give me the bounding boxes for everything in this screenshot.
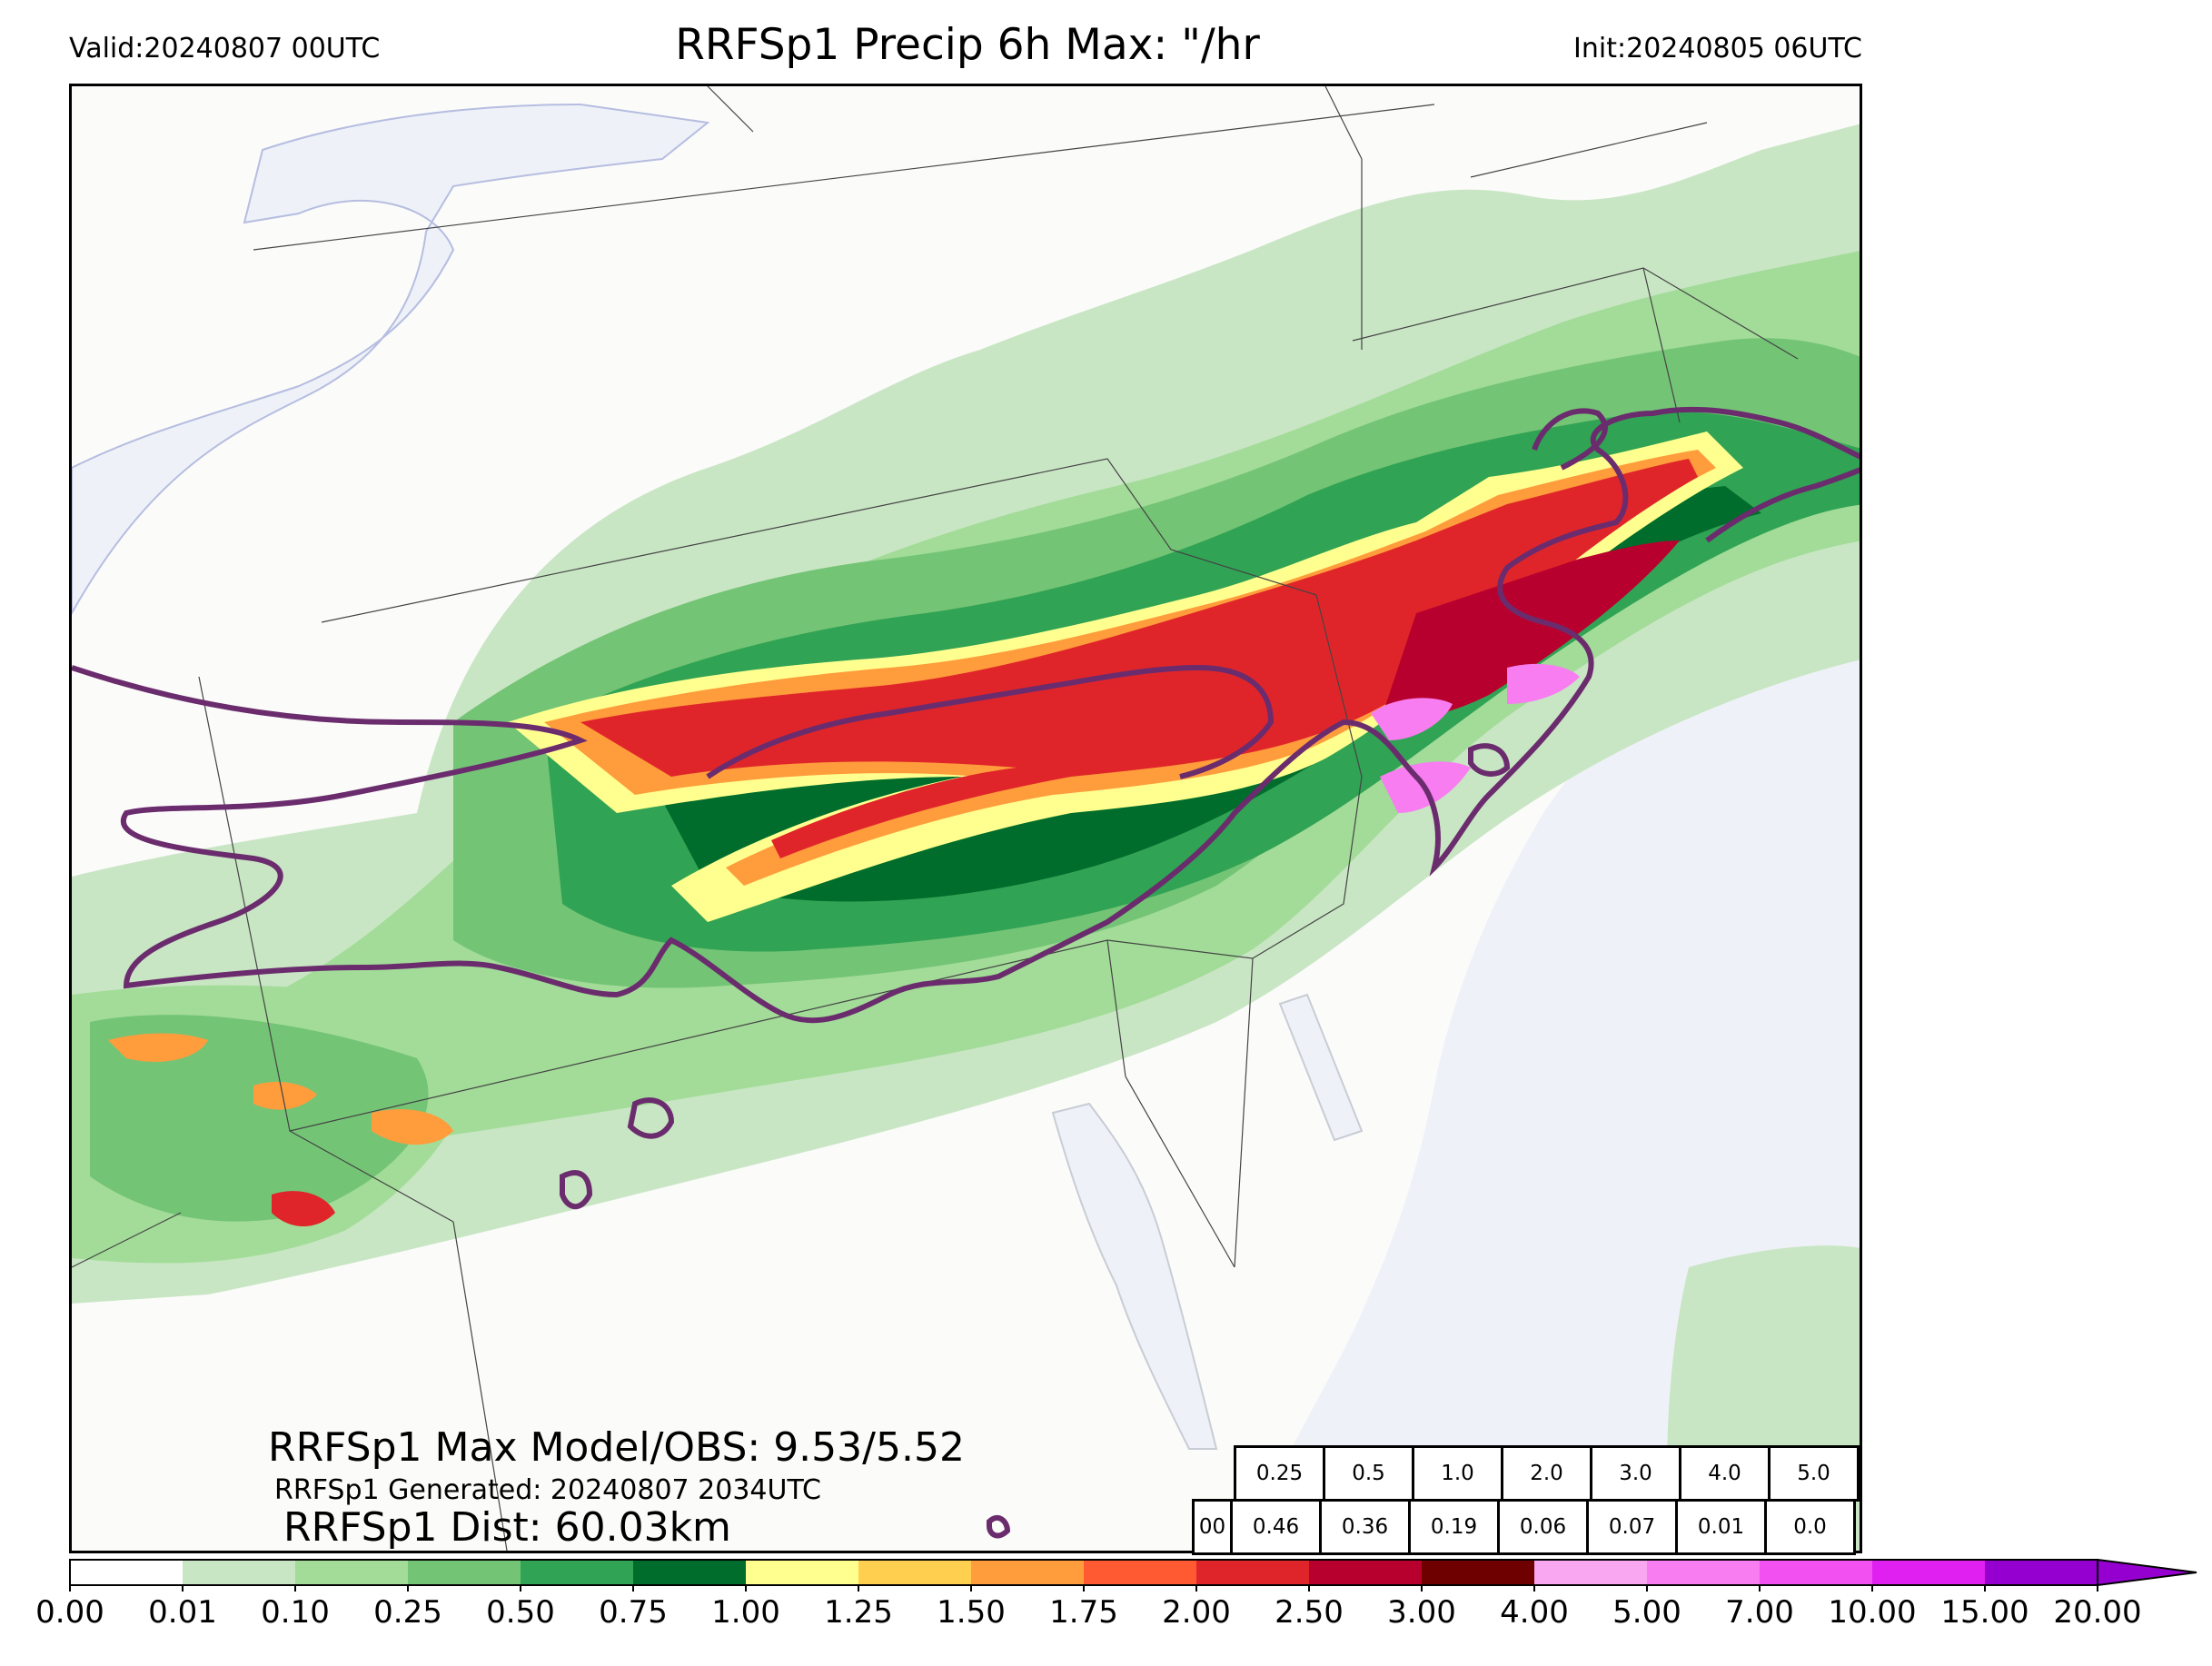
- score-cell: 0.07: [1586, 1499, 1678, 1555]
- distance-label: RRFSp1 Dist: 60.03km: [283, 1504, 731, 1551]
- colorbar-segment: [1872, 1560, 1985, 1585]
- colorbar-tick-label: 1.75: [1049, 1594, 1118, 1631]
- colorbar-segment: [1422, 1560, 1534, 1585]
- colorbar-tick-label: 5.00: [1612, 1594, 1681, 1631]
- colorbar-extend-arrow: [2097, 1558, 2197, 1587]
- score-cell: 0.06: [1497, 1499, 1589, 1555]
- colorbar-segment: [295, 1560, 408, 1585]
- colorbar-segment: [1534, 1560, 1647, 1585]
- colorbar: [69, 1558, 2197, 1592]
- score-cell: 0.01: [1675, 1499, 1767, 1555]
- colorbar-segment: [858, 1560, 971, 1585]
- colorbar-tick-label: 0.00: [35, 1594, 104, 1631]
- chesapeake-bay: [1051, 1102, 1218, 1450]
- precip-core-darkred: [1380, 540, 1680, 722]
- colorbar-segment: [521, 1560, 633, 1585]
- score-cell: 0.46: [1230, 1499, 1322, 1555]
- threshold-cell: 0.25: [1234, 1445, 1325, 1502]
- colorbar-tick-label: 0.50: [486, 1594, 555, 1631]
- threshold-row: 0.25 0.5 1.0 2.0 3.0 4.0 5.0: [1234, 1445, 1860, 1502]
- score-table: 00 0.46 0.36 0.19 0.06 0.07 0.01 0.0: [1192, 1499, 1856, 1555]
- colorbar-segment: [1985, 1560, 2098, 1585]
- precip-cell-sw-1: [108, 1033, 208, 1062]
- score-cell: 0.36: [1319, 1499, 1411, 1555]
- colorbar-segment: [1760, 1560, 1872, 1585]
- score-cell: 0.0: [1764, 1499, 1856, 1555]
- precip-core-magenta-2: [1507, 663, 1580, 704]
- precip-field-medium-sw: [90, 1015, 429, 1222]
- generated-time-label: RRFSp1 Generated: 20240807 2034UTC: [274, 1474, 821, 1506]
- state-borders: [72, 86, 1799, 1551]
- lake-ontario: [72, 103, 710, 616]
- colorbar-tick-label: 0.75: [599, 1594, 668, 1631]
- colorbar-tick-label: 2.50: [1275, 1594, 1344, 1631]
- colorbar-segment: [633, 1560, 746, 1585]
- colorbar-tick-label: 10.00: [1828, 1594, 1917, 1631]
- score-row-label: 00: [1192, 1499, 1233, 1555]
- threshold-cell: 1.0: [1412, 1445, 1503, 1502]
- precip-map: [69, 84, 1862, 1553]
- colorbar-tick-label: 7.00: [1725, 1594, 1794, 1631]
- colorbar-segment: [1084, 1560, 1196, 1585]
- colorbar-segment: [1309, 1560, 1422, 1585]
- threshold-cell: 4.0: [1679, 1445, 1771, 1502]
- max-model-obs-label: RRFSp1 Max Model/OBS: 9.53/5.52: [268, 1424, 965, 1471]
- threshold-table: 0.25 0.5 1.0 2.0 3.0 4.0 5.0: [1234, 1445, 1860, 1502]
- colorbar-tick-label: 20.00: [2053, 1594, 2142, 1631]
- precip-cell-sw-4: [272, 1191, 335, 1226]
- colorbar-tick-label: 0.25: [373, 1594, 442, 1631]
- colorbar-tick-label: 1.00: [711, 1594, 780, 1631]
- colorbar-segment: [746, 1560, 858, 1585]
- colorbar-tick-label: 1.50: [937, 1594, 1006, 1631]
- colorbar-tick-label: 3.00: [1387, 1594, 1456, 1631]
- valid-time-label: Valid:20240807 00UTC: [69, 33, 381, 64]
- colorbar-segment: [408, 1560, 521, 1585]
- colorbar-tick-label: 0.01: [148, 1594, 217, 1631]
- colorbar-segment: [70, 1560, 183, 1585]
- colorbar-tick-label: 2.00: [1162, 1594, 1231, 1631]
- delaware-bay: [1278, 993, 1364, 1142]
- map-title: RRFSp1 Precip 6h Max: "/hr: [675, 20, 1260, 70]
- colorbar-segment: [1647, 1560, 1760, 1585]
- threshold-cell: 2.0: [1501, 1445, 1592, 1502]
- colorbar-tick-label: 1.25: [824, 1594, 893, 1631]
- colorbar-segment: [183, 1560, 295, 1585]
- score-cell: 0.19: [1408, 1499, 1500, 1555]
- precip-core-red: [580, 459, 1698, 858]
- threshold-cell: 0.5: [1323, 1445, 1414, 1502]
- precip-cell-sw-2: [253, 1081, 317, 1110]
- colorbar-segment: [971, 1560, 1084, 1585]
- map-canvas: [72, 86, 1860, 1551]
- colorbar-tick-label: 4.00: [1500, 1594, 1569, 1631]
- threshold-cell: 5.0: [1768, 1445, 1860, 1502]
- score-row: 00 0.46 0.36 0.19 0.06 0.07 0.01 0.0: [1192, 1499, 1856, 1555]
- threshold-cell: 3.0: [1590, 1445, 1681, 1502]
- obs-contours: [72, 406, 1860, 1539]
- colorbar-tick-label: 15.00: [1940, 1594, 2029, 1631]
- colorbar-tick-label: 0.10: [261, 1594, 330, 1631]
- precip-cell-sw-3: [372, 1109, 453, 1145]
- precip-core-magenta-1: [1371, 698, 1453, 740]
- colorbar-segment: [1196, 1560, 1309, 1585]
- init-time-label: Init:20240805 06UTC: [1573, 33, 1862, 64]
